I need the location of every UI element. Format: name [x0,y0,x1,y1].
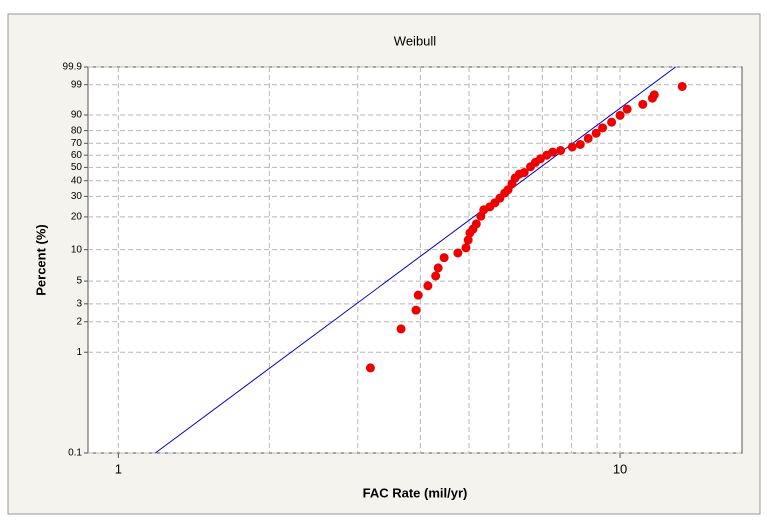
y-tick-label: 80 [71,125,83,136]
data-point [615,110,625,120]
data-point [607,117,617,127]
y-tick-label: 5 [76,276,82,287]
data-point [519,168,529,178]
x-axis-label: FAC Rate (mil/yr) [363,485,468,500]
y-tick-label: 99 [71,79,83,90]
y-tick-label: 2 [76,316,82,327]
y-tick-label: 40 [71,175,83,186]
y-tick-label: 1 [76,347,82,358]
y-tick-label: 70 [71,138,83,149]
data-point [575,139,585,149]
y-tick-label: 60 [71,150,83,161]
data-point [423,281,433,291]
y-tick-label: 30 [71,191,83,202]
data-point [396,324,406,334]
y-tick-label: 90 [71,110,83,121]
data-point [583,133,593,143]
fit-line [155,66,676,454]
data-point [567,142,577,152]
y-tick-label: 20 [71,212,83,223]
data-point [548,147,558,157]
data-point [453,248,463,258]
data-point [433,263,443,273]
data-point [677,81,687,91]
data-point [598,123,608,133]
data-point [439,253,449,263]
data-point [365,363,375,373]
x-tick-label: 1 [115,461,122,476]
data-point [649,90,659,100]
y-tick-label: 3 [76,298,82,309]
y-tick-label: 99.9 [63,62,83,73]
y-axis-label: Percent (%) [33,224,48,296]
chart-title: Weibull [394,33,437,48]
data-point [591,128,601,138]
data-point [461,243,471,253]
data-point [622,104,632,114]
x-tick-label: 10 [613,461,627,476]
y-tick-label: 10 [71,244,83,255]
data-point [471,219,481,229]
data-point [411,305,421,315]
data-point [413,290,423,300]
data-point [556,145,566,155]
data-point [638,99,648,109]
data-point [463,235,473,245]
data-point [431,271,441,281]
y-tick-label: 0.1 [68,448,82,459]
y-tick-label: 50 [71,162,83,173]
